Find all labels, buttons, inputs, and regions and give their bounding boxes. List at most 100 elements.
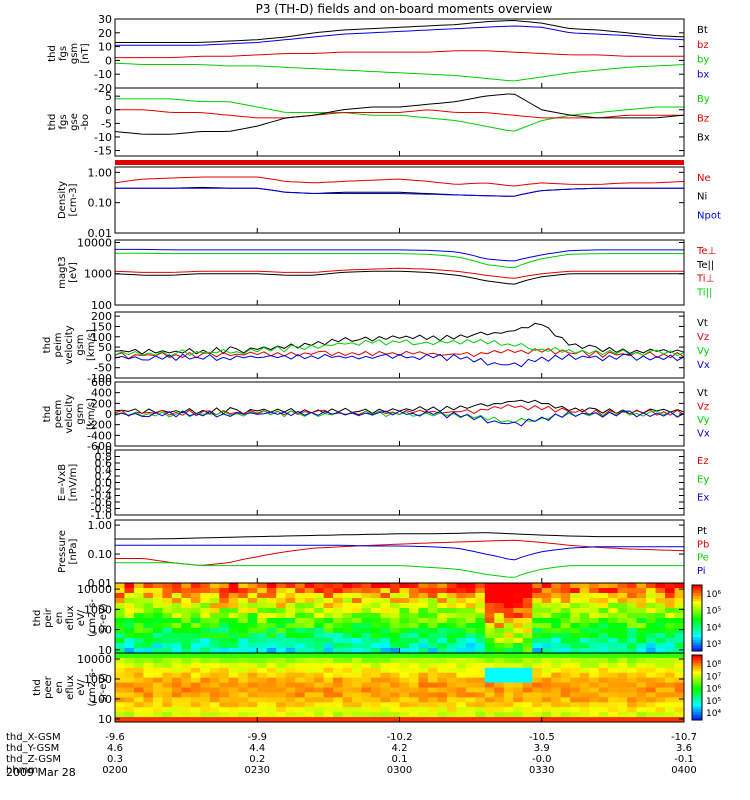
spectrogram-cell xyxy=(200,672,211,679)
spectrogram-cell xyxy=(665,633,676,639)
spectrogram-cell xyxy=(541,628,552,634)
spectrogram-cell xyxy=(598,583,609,589)
spectrogram-cell xyxy=(589,648,600,654)
spectrogram-cell xyxy=(390,667,400,674)
spectrogram-cell xyxy=(115,598,125,604)
spectrogram-cell xyxy=(342,712,353,718)
spectrogram-cell xyxy=(371,648,382,654)
spectrogram-cell xyxy=(446,608,457,614)
spectrogram-cell xyxy=(238,653,249,659)
spectrogram-cell xyxy=(266,633,277,639)
spectrogram-cell xyxy=(475,692,486,698)
spectrogram-cell xyxy=(655,657,666,664)
series-Pb-line xyxy=(115,539,685,566)
spectrogram-cell xyxy=(427,707,438,713)
spectrogram-cell xyxy=(266,662,277,669)
spectrogram-cell xyxy=(541,712,552,718)
spectrogram-cell xyxy=(295,643,306,649)
spectrogram-cell xyxy=(257,677,268,684)
spectrogram-cell xyxy=(181,717,192,723)
spectrogram-cell xyxy=(608,628,619,634)
spectrogram-cell xyxy=(124,638,135,644)
spectrogram-cell xyxy=(674,638,685,644)
spectrogram-cell xyxy=(257,603,268,609)
spectrogram-cell xyxy=(560,657,571,664)
spectrogram-cell xyxy=(494,583,505,589)
spectrogram-cell xyxy=(238,623,249,629)
spectrogram-cell xyxy=(532,648,543,654)
spectrogram-cell xyxy=(285,682,296,688)
spectrogram-cell xyxy=(665,628,676,634)
spectrogram-cell xyxy=(560,623,571,629)
y-axis-label: thd xyxy=(42,406,53,423)
spectrogram-cell xyxy=(427,628,438,634)
spectrogram-cell xyxy=(484,603,495,609)
y-tick-label: -20 xyxy=(94,82,112,95)
spectrogram-cell xyxy=(171,667,182,674)
spectrogram-cell xyxy=(513,662,524,669)
spectrogram-cell xyxy=(541,702,552,708)
spectrogram-cell xyxy=(541,633,552,639)
spectrogram-cell xyxy=(209,672,220,679)
spectrogram-cell xyxy=(314,687,325,693)
colorbar-step xyxy=(692,629,702,633)
spectrogram-cell xyxy=(617,593,628,599)
colorbar-step xyxy=(692,585,702,589)
spectrogram-cell xyxy=(390,623,400,629)
spectrogram-cell xyxy=(475,638,486,644)
spectrogram-cell xyxy=(579,707,590,713)
spectrogram-cell xyxy=(437,643,448,649)
spectrogram-cell xyxy=(446,692,457,698)
spectrogram-cell xyxy=(171,702,182,708)
spectrogram-cell xyxy=(247,623,258,629)
spectrogram-cell xyxy=(352,702,363,708)
spectrogram-cell xyxy=(551,583,562,589)
spectrogram-cell xyxy=(456,598,467,604)
spectrogram-cell xyxy=(475,687,486,693)
spectrogram-cell xyxy=(276,707,287,713)
colorbar-step xyxy=(692,717,702,721)
spectrogram-cell xyxy=(247,662,258,669)
spectrogram-cell xyxy=(200,638,211,644)
spectrogram-cell xyxy=(617,662,628,669)
spectrogram-cell xyxy=(276,608,287,614)
spectrogram-cell xyxy=(437,707,448,713)
spectrogram-cell xyxy=(665,702,676,708)
spectrogram-cell xyxy=(598,628,609,634)
spectrogram-cell xyxy=(323,667,334,674)
spectrogram-cell xyxy=(456,618,467,624)
spectrogram-cell xyxy=(560,712,571,718)
spectrogram-cell xyxy=(285,653,296,659)
spectrogram-cell xyxy=(608,702,619,708)
spectrogram-cell xyxy=(133,697,144,703)
spectrogram-cell xyxy=(181,633,192,639)
series-Te-line xyxy=(114,267,684,279)
y-axis-label: eflux xyxy=(65,675,76,700)
y-axis-label: fgs xyxy=(58,46,69,61)
spectrogram-cell xyxy=(503,702,514,708)
spectrogram-cell xyxy=(276,677,287,684)
spectrogram-cell xyxy=(560,702,571,708)
spectrogram-cell xyxy=(238,677,249,684)
spectrogram-cell xyxy=(247,618,258,624)
spectrogram-cell xyxy=(295,657,306,664)
spectrogram-cell xyxy=(437,598,448,604)
spectrogram-cell xyxy=(342,613,353,619)
spectrogram-cell xyxy=(304,638,315,644)
spectrogram-cell xyxy=(285,608,296,614)
spectrogram-cell xyxy=(627,618,638,624)
y-axis-label: gsm xyxy=(69,43,80,64)
spectrogram-cell xyxy=(646,682,657,688)
spectrogram-cell xyxy=(390,687,400,693)
spectrogram-cell xyxy=(333,677,344,684)
spectrogram-cell xyxy=(589,717,600,723)
spectrogram-cell xyxy=(295,623,306,629)
spectrogram-cell xyxy=(181,653,192,659)
spectrogram-cell xyxy=(115,608,125,614)
spectrogram-cell xyxy=(503,618,514,624)
spectrogram-cell xyxy=(418,667,429,674)
spectrogram-cell xyxy=(371,598,382,604)
colorbar-step xyxy=(692,618,702,622)
spectrogram-cell xyxy=(314,712,325,718)
spectrogram-cell xyxy=(133,707,144,713)
